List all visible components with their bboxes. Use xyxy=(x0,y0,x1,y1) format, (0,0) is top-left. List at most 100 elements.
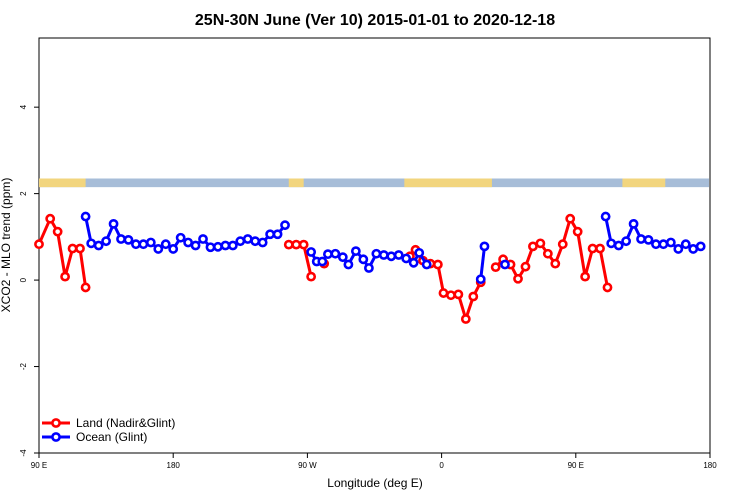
data-point xyxy=(257,237,268,248)
data-point xyxy=(490,262,501,273)
data-point xyxy=(600,211,611,222)
legend-entry-land-label: Land (Nadir&Glint) xyxy=(76,416,175,430)
data-point xyxy=(205,242,216,253)
data-point xyxy=(265,229,276,240)
data-point xyxy=(123,234,134,245)
data-point xyxy=(108,218,119,229)
data-point xyxy=(350,246,361,257)
data-point xyxy=(80,211,91,222)
data-point xyxy=(680,239,691,250)
legend-point-symbol xyxy=(51,432,61,442)
x-axis-label: Longitude (deg E) xyxy=(327,476,422,490)
data-point xyxy=(468,291,479,302)
data-point xyxy=(213,241,223,252)
data-point xyxy=(688,244,699,254)
data-point xyxy=(75,243,85,254)
data-point xyxy=(358,254,369,265)
legend-entry-ocean-label: Ocean (Glint) xyxy=(76,430,147,444)
data-point xyxy=(386,251,397,262)
data-point xyxy=(432,259,443,270)
data-point xyxy=(587,243,598,254)
data-point xyxy=(606,238,617,249)
data-point xyxy=(116,234,126,244)
data-point xyxy=(500,259,510,270)
data-point xyxy=(280,220,290,231)
data-point xyxy=(651,239,661,250)
y-tick-label: 2 xyxy=(19,191,28,196)
series-ocean xyxy=(80,211,706,285)
y-tick-label: -4 xyxy=(19,449,28,457)
data-point xyxy=(550,258,561,269)
data-point xyxy=(337,252,348,263)
data-point xyxy=(628,218,639,229)
data-point xyxy=(60,271,70,282)
data-point xyxy=(636,234,646,244)
x-tick-label: 90 E xyxy=(31,461,47,470)
y-axis-label: XCO2 - MLO trend (ppm) xyxy=(0,178,13,313)
chart-title: 25N-30N June (Ver 10) 2015-01-01 to 2020… xyxy=(195,12,555,29)
y-tick-label: -2 xyxy=(19,362,28,370)
data-point xyxy=(235,236,246,247)
data-point xyxy=(93,240,104,251)
band-land-segment xyxy=(288,178,304,188)
data-point xyxy=(343,259,354,270)
landmask-band xyxy=(39,178,709,188)
data-point xyxy=(317,256,328,267)
data-point xyxy=(673,244,684,254)
x-axis: 90 E 180 90 W 0 90 E 180 xyxy=(31,453,717,470)
data-point xyxy=(414,247,425,258)
data-point xyxy=(542,248,553,259)
data-point xyxy=(408,257,419,268)
data-point xyxy=(323,249,333,260)
x-tick-label: 180 xyxy=(703,461,717,470)
data-point xyxy=(250,236,261,247)
data-point xyxy=(453,289,464,300)
data-point xyxy=(330,248,341,259)
data-point xyxy=(34,239,44,250)
x-tick-label: 90 W xyxy=(298,461,317,470)
data-point xyxy=(153,244,164,254)
data-point xyxy=(658,239,669,250)
series-layer xyxy=(34,211,706,324)
x-tick-label: 180 xyxy=(167,461,181,470)
band-land-segment xyxy=(39,178,86,188)
legend-point-symbol xyxy=(51,418,61,428)
series-land xyxy=(34,213,613,324)
data-point xyxy=(602,282,613,293)
y-axis: -4 -2 0 2 4 xyxy=(19,104,39,457)
data-point xyxy=(378,250,389,260)
data-point xyxy=(580,271,591,282)
data-point xyxy=(613,240,624,251)
data-point xyxy=(306,247,317,257)
data-point xyxy=(52,226,63,237)
data-point xyxy=(227,240,238,251)
data-point xyxy=(220,240,231,251)
band-ocean xyxy=(40,178,709,188)
data-point xyxy=(298,239,309,250)
data-point xyxy=(528,241,538,252)
data-point xyxy=(393,250,404,260)
data-point xyxy=(160,239,171,250)
data-point xyxy=(401,253,412,264)
data-point xyxy=(190,240,201,251)
data-point xyxy=(513,273,523,284)
data-point xyxy=(572,226,583,237)
data-point xyxy=(80,282,91,293)
data-point xyxy=(621,236,632,247)
y-tick-label: 0 xyxy=(19,277,28,282)
data-point xyxy=(446,290,456,301)
data-point xyxy=(421,259,432,270)
y-tick-label: 4 xyxy=(19,104,28,109)
data-point xyxy=(479,241,490,252)
data-point xyxy=(306,271,317,282)
data-point xyxy=(138,239,149,250)
data-point xyxy=(67,243,78,254)
band-land-segment xyxy=(622,178,666,188)
data-point xyxy=(364,263,374,273)
data-point xyxy=(565,213,576,224)
data-point xyxy=(86,238,97,249)
data-point xyxy=(45,213,56,224)
data-point xyxy=(168,244,179,254)
data-point xyxy=(175,232,186,243)
